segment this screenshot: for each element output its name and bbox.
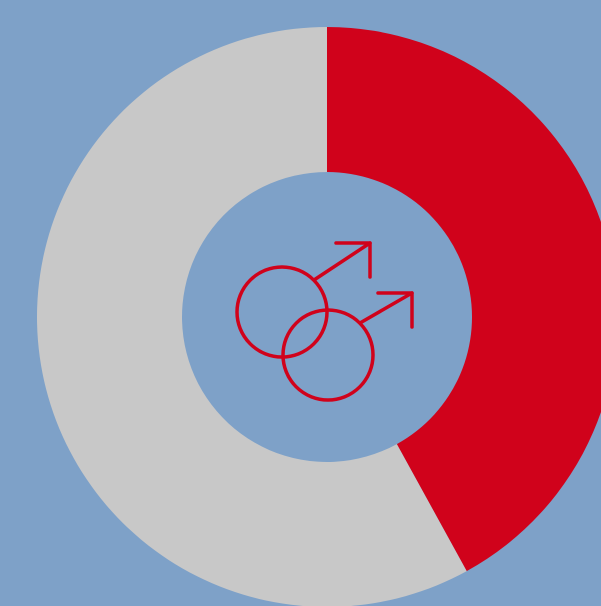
icon-arrow-head: [334, 241, 372, 279]
icon-circle: [281, 308, 375, 402]
icon-arrow-head: [376, 291, 414, 329]
donut-segment: [327, 27, 601, 572]
icon-arrow: [312, 241, 372, 282]
donut: [37, 27, 601, 606]
donut-segment: [37, 27, 467, 606]
male-couple-icon: [235, 241, 414, 402]
icon-arrow: [358, 291, 414, 325]
